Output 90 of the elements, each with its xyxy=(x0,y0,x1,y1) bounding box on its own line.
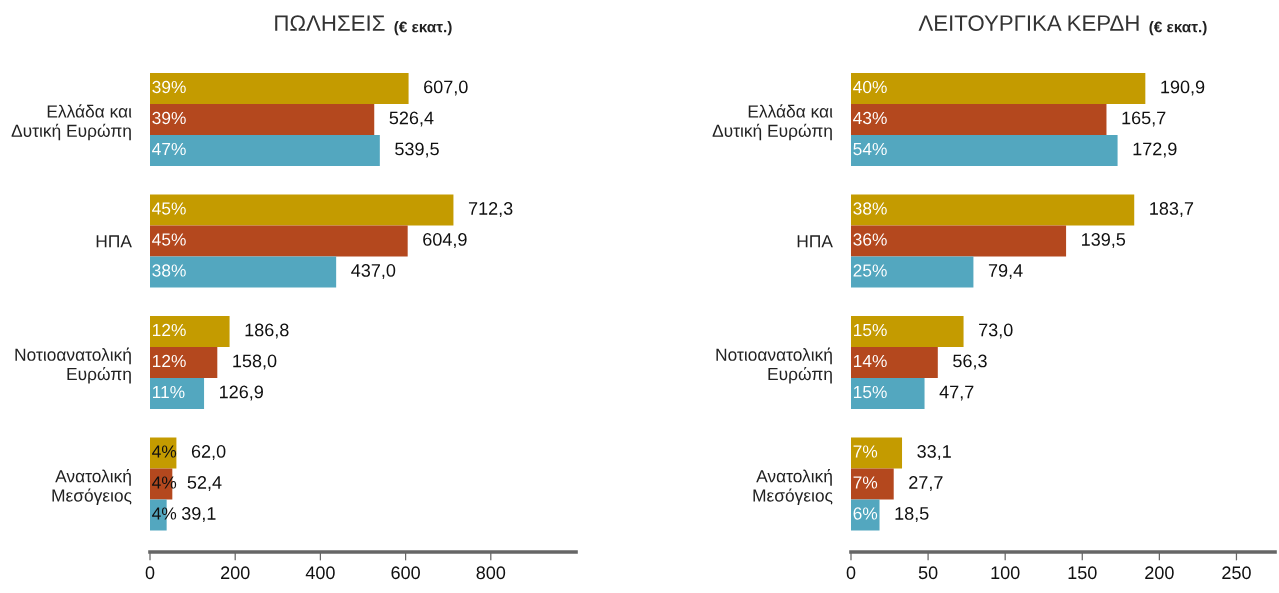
data-label: 190,9 xyxy=(1161,80,1205,96)
bar xyxy=(150,135,380,166)
annotation: 15% xyxy=(853,385,887,399)
x-tick-label: 200 xyxy=(1145,566,1174,580)
data-label: 539,5 xyxy=(395,142,439,158)
bar xyxy=(150,73,409,104)
data-label: 56,3 xyxy=(953,354,987,370)
data-label: 607,0 xyxy=(424,80,468,96)
annotation: 36% xyxy=(853,233,887,246)
data-label: 437,0 xyxy=(351,264,396,279)
data-label: 186,8 xyxy=(245,323,289,339)
data-label: 73,0 xyxy=(979,323,1013,339)
bar xyxy=(150,316,230,347)
chart-subtitle: (€ εκατ.) xyxy=(1149,21,1207,36)
annotation: 7% xyxy=(853,445,878,458)
data-label: 158,0 xyxy=(233,354,277,370)
y-tick-label: Νοτιοανατολική Ευρώπη xyxy=(15,347,131,384)
bar xyxy=(150,378,205,409)
data-label: 27,7 xyxy=(909,476,943,491)
bar xyxy=(851,256,974,288)
chart-title: ΠΩΛΗΣΕΙΣ xyxy=(275,15,385,31)
annotation: 38% xyxy=(853,202,887,215)
bar xyxy=(150,437,177,469)
x-tick-label: 800 xyxy=(476,566,506,580)
bar xyxy=(851,378,925,409)
data-label: 33,1 xyxy=(917,445,951,460)
data-label: 39,1 xyxy=(181,507,216,522)
annotation: 43% xyxy=(853,111,887,125)
annotation: 45% xyxy=(152,202,186,215)
annotation: 14% xyxy=(853,354,887,368)
bar xyxy=(150,194,454,226)
annotation: 25% xyxy=(853,264,887,277)
data-label: 183,7 xyxy=(1150,202,1194,217)
bar xyxy=(150,256,337,288)
data-label: 172,9 xyxy=(1133,142,1177,158)
bar xyxy=(851,347,938,378)
bar xyxy=(150,225,408,257)
data-label: 139,5 xyxy=(1082,233,1126,248)
data-label: 47,7 xyxy=(939,385,974,401)
bar xyxy=(150,347,218,378)
x-tick-label: 200 xyxy=(221,566,250,580)
data-label: 126,9 xyxy=(220,385,263,401)
annotation: 11% xyxy=(152,385,185,399)
bar xyxy=(851,135,1118,166)
y-tick-label: Ελλάδα και Δυτική Ευρώπη xyxy=(712,104,833,141)
y-tick-label: Ανατολική Μεσόγειος xyxy=(753,469,833,506)
annotation: 12% xyxy=(152,323,186,337)
bar xyxy=(851,468,894,500)
data-label: 62,0 xyxy=(191,445,226,460)
x-tick-label: 0 xyxy=(145,566,155,580)
chart-subtitle: (€ εκατ.) xyxy=(394,21,452,36)
annotation: 6% xyxy=(853,507,878,520)
data-label: 526,4 xyxy=(389,111,434,127)
y-tick-label: Ελλάδα και Δυτική Ευρώπη xyxy=(11,104,132,141)
y-tick-label: Ανατολική Μεσόγειος xyxy=(52,469,132,506)
x-tick-label: 150 xyxy=(1068,566,1097,580)
annotation: 12% xyxy=(152,354,186,368)
annotation: 54% xyxy=(853,142,887,156)
bar xyxy=(851,104,1107,135)
annotation: 47% xyxy=(152,142,186,156)
annotation: 7% xyxy=(853,476,878,489)
x-tick-label: 250 xyxy=(1222,566,1251,580)
annotation: 40% xyxy=(853,80,887,94)
bar xyxy=(851,316,964,347)
x-tick-label: 50 xyxy=(918,566,938,580)
annotation: 45% xyxy=(152,233,186,246)
y-tick-label: ΗΠΑ xyxy=(797,235,833,248)
annotation: 39% xyxy=(152,80,186,94)
data-label: 165,7 xyxy=(1122,111,1166,127)
data-label: 604,9 xyxy=(423,233,467,248)
bar xyxy=(851,73,1146,104)
bar xyxy=(150,104,375,135)
x-tick-label: 400 xyxy=(305,566,335,580)
y-tick-label: ΗΠΑ xyxy=(96,235,132,248)
annotation: 39% xyxy=(152,111,186,125)
x-tick-label: 0 xyxy=(846,566,856,580)
bar xyxy=(851,437,903,469)
x-tick-label: 600 xyxy=(391,566,420,580)
data-label: 52,4 xyxy=(187,476,222,491)
annotation: 38% xyxy=(152,264,186,277)
data-label: 79,4 xyxy=(988,264,1023,279)
annotation: 15% xyxy=(853,323,887,337)
x-tick-label: 100 xyxy=(991,566,1020,580)
data-label: 18,5 xyxy=(895,507,929,522)
bar xyxy=(851,225,1067,257)
bar xyxy=(851,194,1135,226)
chart-title: ΛΕΙΤΟΥΡΓΙΚΑ ΚΕΡΔΗ xyxy=(918,15,1139,31)
data-label: 712,3 xyxy=(468,202,513,217)
y-tick-label: Νοτιοανατολική Ευρώπη xyxy=(716,347,832,384)
annotation: 4% xyxy=(152,445,177,458)
